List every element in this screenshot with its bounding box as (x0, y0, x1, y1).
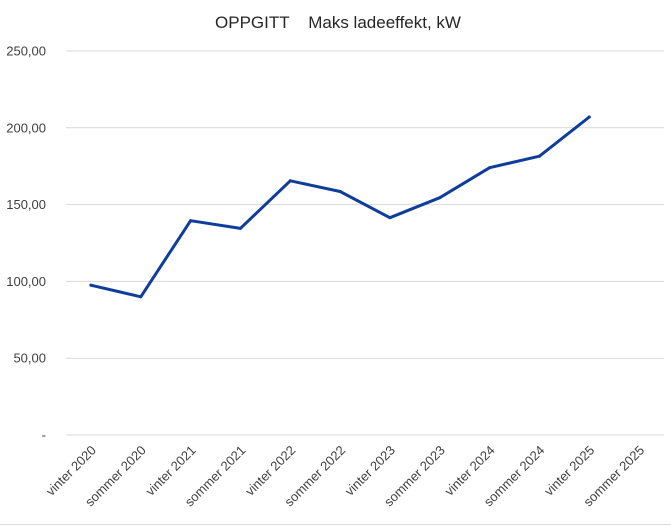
data-point (438, 196, 442, 200)
y-tick-label: 200,00 (6, 120, 46, 135)
y-tick-label: 50,00 (13, 351, 46, 366)
series-group (89, 115, 591, 299)
y-tick-label: 250,00 (6, 44, 46, 59)
data-point (189, 219, 193, 223)
y-tick-label: 150,00 (6, 197, 46, 212)
data-point (238, 226, 242, 230)
y-axis-ticks: - 50,00 100,00 150,00 200,00 250,00 (6, 44, 46, 443)
data-point (288, 179, 292, 183)
data-point (388, 216, 392, 220)
gridlines (66, 50, 664, 436)
data-point (139, 295, 143, 299)
data-point (338, 190, 342, 194)
chart-title: OPPGITT Maks ladeeffekt, kW (215, 13, 461, 32)
y-tick-label: 100,00 (6, 274, 46, 289)
data-point (537, 154, 541, 158)
data-point (89, 283, 93, 287)
y-tick-label: - (42, 428, 46, 443)
data-point (488, 166, 492, 170)
series-line (89, 115, 591, 299)
data-point (587, 115, 591, 119)
